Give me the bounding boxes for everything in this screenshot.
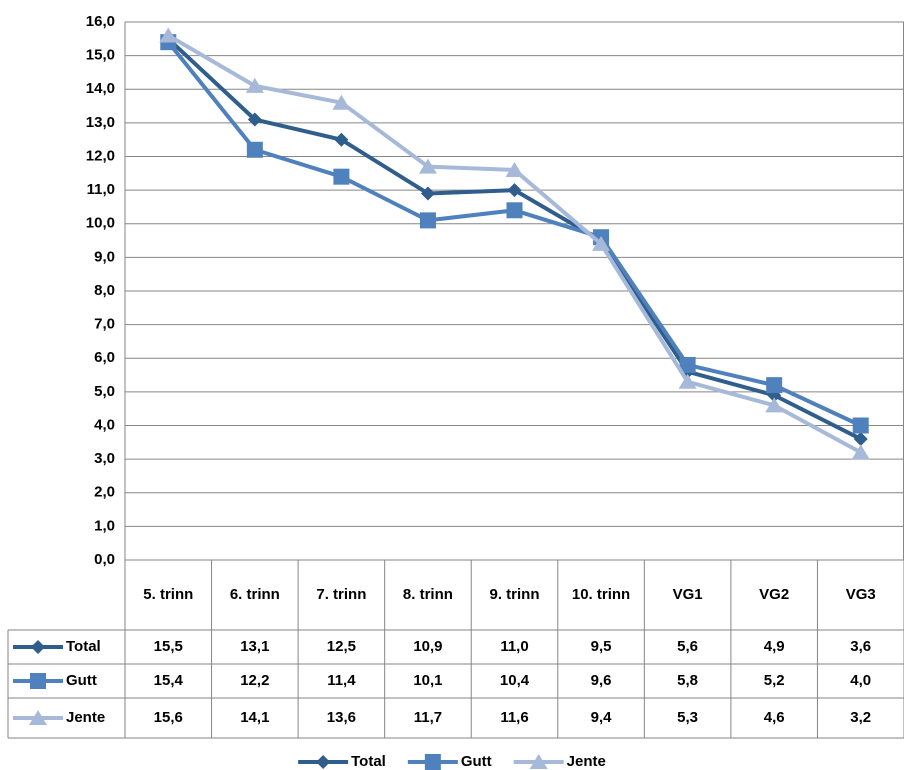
table-value: 4,6 bbox=[764, 709, 785, 726]
table-value: 9,4 bbox=[591, 709, 613, 726]
marker bbox=[29, 710, 47, 725]
marker bbox=[31, 640, 45, 654]
table-value: 4,9 bbox=[764, 638, 785, 655]
table-value: 3,2 bbox=[850, 709, 871, 726]
marker bbox=[766, 377, 783, 394]
table-value: 9,6 bbox=[591, 672, 612, 689]
table-value: 3,6 bbox=[850, 638, 871, 655]
marker bbox=[420, 186, 435, 201]
y-tick-label: 16,0 bbox=[86, 13, 115, 30]
marker bbox=[853, 431, 868, 446]
x-tick-label: 10. trinn bbox=[572, 586, 630, 603]
x-tick-label: 5. trinn bbox=[143, 586, 193, 603]
legend-label: Total bbox=[351, 753, 386, 770]
y-tick-label: 2,0 bbox=[94, 484, 115, 501]
x-tick-label: 7. trinn bbox=[316, 586, 366, 603]
table-value: 9,5 bbox=[591, 638, 612, 655]
marker bbox=[332, 94, 351, 110]
table-value: 11,0 bbox=[500, 638, 528, 655]
table-value: 10,1 bbox=[413, 672, 442, 689]
y-tick-label: 12,0 bbox=[86, 147, 115, 164]
marker bbox=[506, 202, 523, 219]
table-value: 15,5 bbox=[154, 638, 183, 655]
y-tick-label: 13,0 bbox=[86, 114, 115, 131]
legend-label: Gutt bbox=[66, 672, 97, 689]
y-tick-label: 6,0 bbox=[94, 349, 115, 366]
series bbox=[159, 27, 870, 460]
marker bbox=[333, 168, 350, 185]
marker bbox=[505, 161, 524, 177]
x-tick-label: VG3 bbox=[846, 586, 876, 603]
marker bbox=[159, 27, 178, 43]
y-tick-label: 14,0 bbox=[86, 80, 115, 97]
table-value: 14,1 bbox=[240, 709, 269, 726]
table-value: 11,4 bbox=[327, 672, 356, 689]
legend-label: Jente bbox=[567, 753, 606, 770]
table-value: 12,2 bbox=[240, 672, 269, 689]
marker bbox=[247, 112, 262, 127]
y-tick-label: 15,0 bbox=[86, 47, 115, 64]
table-value: 5,2 bbox=[764, 672, 785, 689]
table-value: 13,1 bbox=[240, 638, 269, 655]
marker bbox=[507, 183, 522, 198]
marker bbox=[418, 158, 437, 174]
marker bbox=[678, 373, 697, 389]
y-tick-label: 0,0 bbox=[94, 551, 115, 568]
y-tick-label: 9,0 bbox=[94, 248, 115, 265]
marker bbox=[424, 754, 441, 770]
legend-label: Gutt bbox=[461, 753, 492, 770]
x-tick-label: VG1 bbox=[673, 586, 703, 603]
marker bbox=[852, 417, 869, 434]
table-value: 11,6 bbox=[500, 709, 528, 726]
marker bbox=[316, 755, 331, 769]
legend-label: Jente bbox=[66, 709, 105, 726]
table-value: 12,5 bbox=[327, 638, 356, 655]
marker bbox=[679, 356, 696, 373]
marker bbox=[851, 444, 870, 460]
y-tick-label: 1,0 bbox=[94, 517, 115, 534]
marker bbox=[592, 235, 611, 251]
marker bbox=[529, 754, 548, 769]
y-tick-label: 10,0 bbox=[86, 215, 115, 232]
x-tick-label: VG2 bbox=[759, 586, 789, 603]
table-value: 5,8 bbox=[677, 672, 698, 689]
x-tick-label: 6. trinn bbox=[230, 586, 280, 603]
y-tick-label: 4,0 bbox=[94, 416, 115, 433]
table-value: 13,6 bbox=[327, 709, 356, 726]
series bbox=[160, 34, 869, 434]
y-tick-label: 11,0 bbox=[87, 181, 115, 198]
y-tick-label: 8,0 bbox=[94, 282, 115, 299]
y-tick-label: 7,0 bbox=[94, 316, 115, 333]
table-value: 15,4 bbox=[154, 672, 184, 689]
table-value: 10,9 bbox=[413, 638, 442, 655]
marker bbox=[419, 212, 436, 229]
marker bbox=[765, 397, 784, 413]
series-line bbox=[166, 40, 862, 428]
table-value: 5,3 bbox=[677, 709, 698, 726]
table-value: 11,7 bbox=[414, 709, 442, 726]
series-line bbox=[166, 37, 862, 441]
table-value: 4,0 bbox=[850, 672, 871, 689]
table-value: 15,6 bbox=[154, 709, 183, 726]
x-tick-label: 9. trinn bbox=[489, 586, 539, 603]
table-value: 10,4 bbox=[500, 672, 530, 689]
marker bbox=[245, 77, 264, 93]
table-value: 5,6 bbox=[677, 638, 698, 655]
legend-label: Total bbox=[66, 638, 101, 655]
marker bbox=[334, 132, 349, 147]
x-tick-label: 8. trinn bbox=[403, 586, 453, 603]
marker bbox=[246, 141, 263, 158]
y-tick-label: 5,0 bbox=[94, 383, 115, 400]
y-tick-label: 3,0 bbox=[94, 450, 115, 467]
marker bbox=[30, 673, 46, 689]
